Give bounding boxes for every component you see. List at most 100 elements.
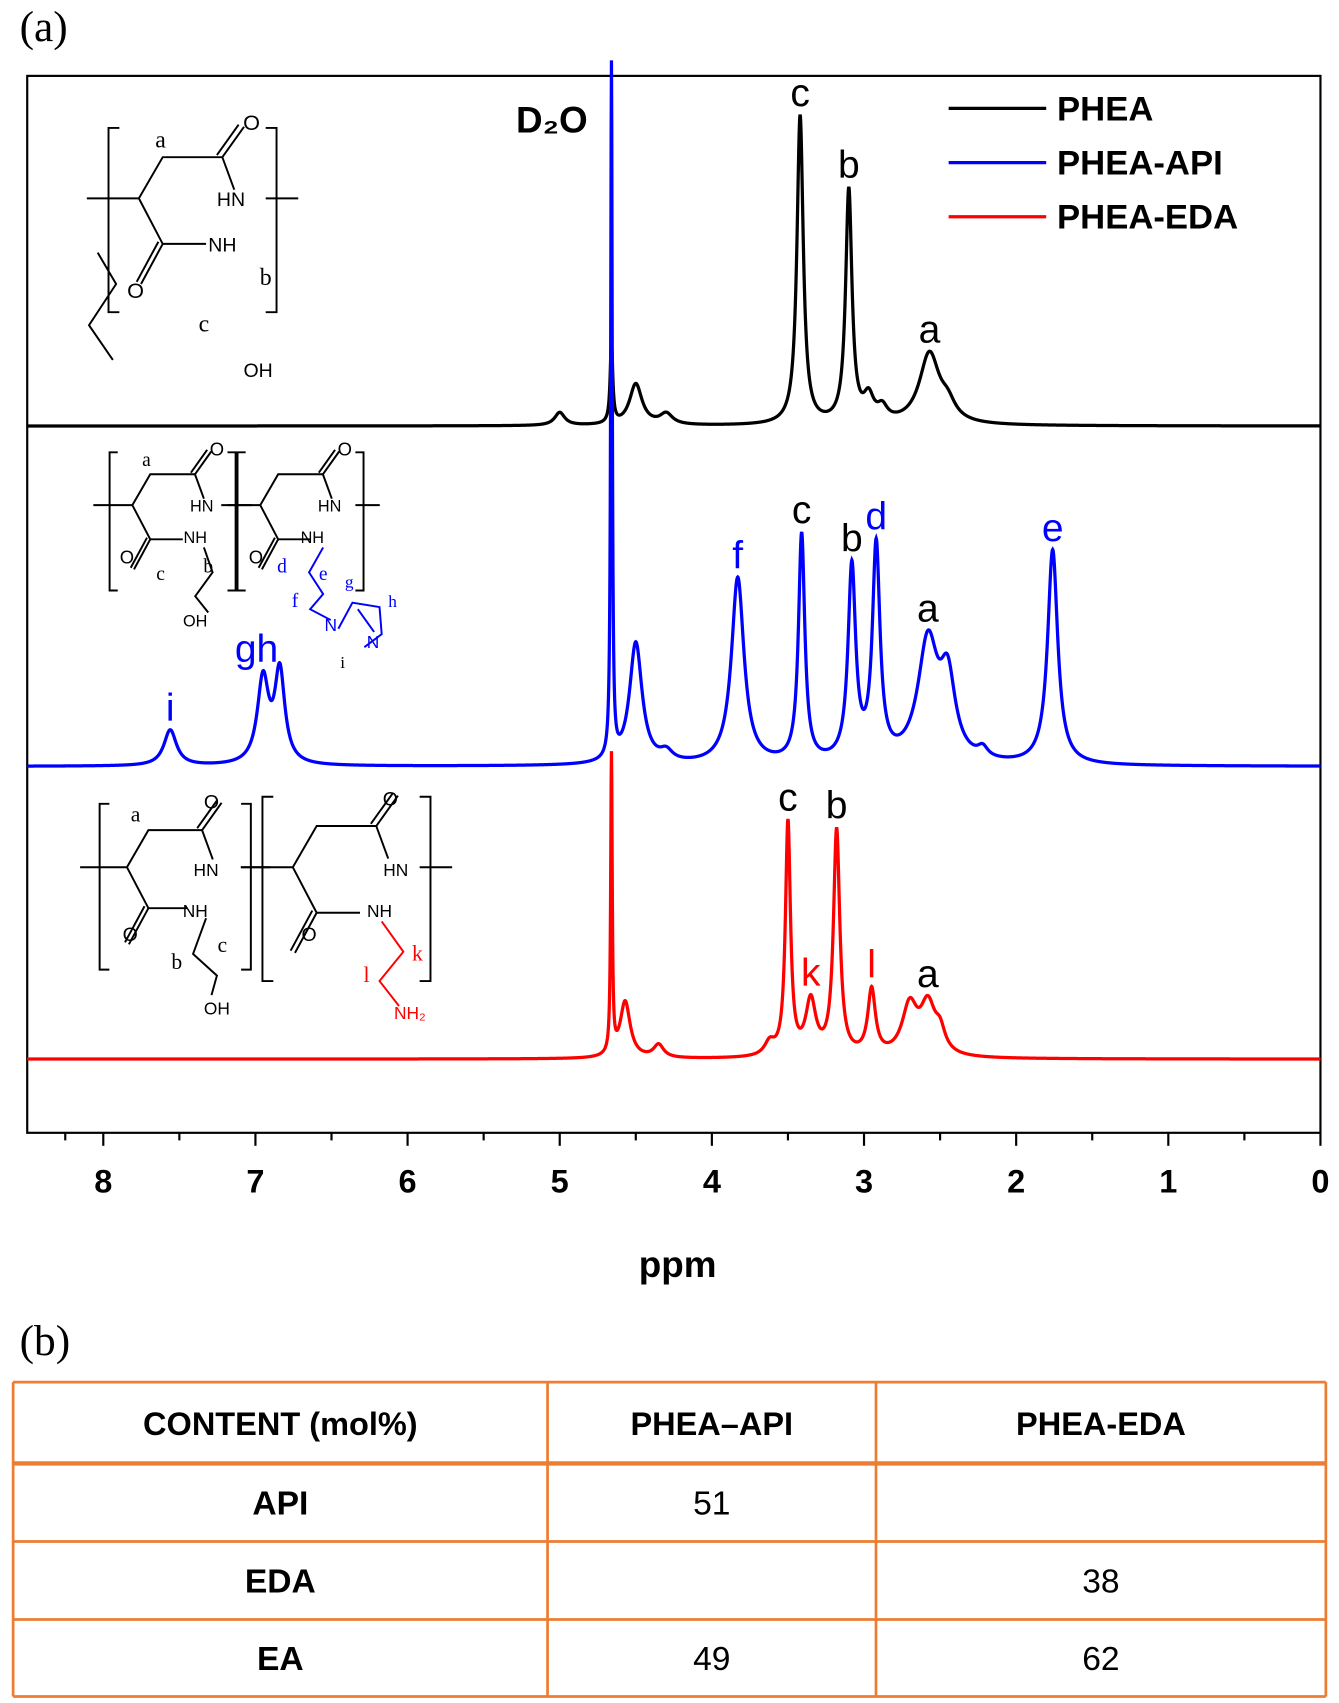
bond (196, 800, 218, 829)
bond (194, 473, 205, 499)
structure-label: c (199, 312, 210, 338)
structure-label: OH (204, 999, 230, 1019)
peak-label: a (919, 309, 941, 352)
structure-label: g (345, 573, 354, 592)
bond (259, 473, 323, 506)
structure-label: O (204, 792, 219, 814)
table-cell: API (252, 1485, 308, 1522)
peak-label: b (838, 144, 860, 187)
structure-label: a (131, 803, 141, 827)
structure-label: N (324, 615, 337, 635)
x-tick-label: 7 (246, 1163, 264, 1199)
bond (133, 538, 152, 570)
bond (378, 920, 405, 1007)
solvent-label: D₂O (516, 99, 588, 140)
bond (140, 243, 164, 285)
peak-label: a (917, 588, 939, 631)
peak-label: i (166, 687, 175, 730)
bond (318, 449, 336, 474)
bond (221, 126, 245, 158)
peak-label: gh (235, 628, 278, 671)
bond (108, 451, 118, 592)
bond (419, 795, 432, 983)
x-tick-label: 8 (94, 1163, 112, 1199)
structure-label: O (383, 788, 398, 810)
bond (261, 538, 280, 570)
x-tick-label: 0 (1311, 1163, 1329, 1199)
bond (370, 792, 394, 825)
x-tick-label: 4 (703, 1163, 721, 1199)
bond (124, 905, 146, 943)
bond (337, 601, 383, 648)
table-cell: 62 (1082, 1641, 1119, 1678)
bond (221, 156, 236, 191)
structure-label: OH (243, 360, 272, 382)
bond (294, 912, 318, 954)
structure-label: O (127, 278, 144, 303)
structure-label: HN (318, 498, 341, 516)
structure-label: a (155, 127, 166, 153)
peak-label: a (917, 953, 939, 996)
spectrum-line (27, 60, 1321, 768)
bond (191, 917, 219, 996)
structure-label: h (388, 592, 397, 611)
x-tick-label: 1 (1159, 1163, 1177, 1199)
panel-label: (b) (20, 1317, 71, 1365)
x-tick-label: 3 (855, 1163, 873, 1199)
bond (307, 546, 332, 621)
bond (126, 829, 203, 868)
x-axis-title: ppm (639, 1244, 717, 1285)
table-cell: EDA (245, 1563, 316, 1600)
structure-label: N (367, 632, 380, 652)
structure-label: a (142, 450, 151, 471)
bond (201, 829, 214, 860)
bond (128, 907, 150, 945)
structure-label: OH (183, 613, 207, 631)
structure-label: HN (194, 860, 219, 880)
structure-label: HN (190, 498, 213, 516)
structure-label: NH₂ (394, 1003, 426, 1023)
x-tick-label: 2 (1007, 1163, 1025, 1199)
bond (261, 795, 274, 983)
spectrum-line (27, 751, 1321, 1061)
bond (194, 450, 213, 475)
peak-label: c (792, 489, 812, 532)
structure-label: l (363, 963, 369, 987)
structure-label: f (292, 591, 299, 612)
bond (135, 241, 160, 283)
peak-label: b (841, 517, 863, 560)
legend-label: PHEA (1057, 90, 1153, 128)
table-cell: 49 (693, 1641, 730, 1678)
table-cell: 51 (693, 1485, 730, 1522)
bond (375, 795, 399, 827)
bond (357, 608, 375, 633)
bond (129, 537, 148, 569)
spectrum-line (27, 114, 1321, 428)
bond (375, 825, 390, 859)
x-tick-label: 5 (551, 1163, 569, 1199)
peak-label: d (865, 496, 887, 539)
bond (216, 124, 240, 156)
table-cell: EA (257, 1641, 304, 1678)
structure-label: b (260, 265, 272, 291)
bond (291, 825, 377, 868)
bond (131, 473, 195, 506)
peak-label: c (778, 776, 798, 819)
bond (355, 451, 365, 592)
structure-label: HN (383, 860, 408, 880)
structure-label: c (218, 933, 228, 957)
bond (194, 547, 214, 614)
structure-label: NH (183, 901, 208, 921)
structure-label: O (210, 438, 224, 459)
table-header: CONTENT (mol%) (143, 1406, 418, 1442)
structure-label: O (301, 924, 316, 946)
structure-label: O (243, 110, 260, 135)
structure-label: b (203, 556, 213, 577)
legend-label: PHEA-EDA (1057, 199, 1238, 237)
bond (87, 252, 118, 361)
structure-label: b (171, 950, 182, 974)
bond (201, 802, 223, 831)
